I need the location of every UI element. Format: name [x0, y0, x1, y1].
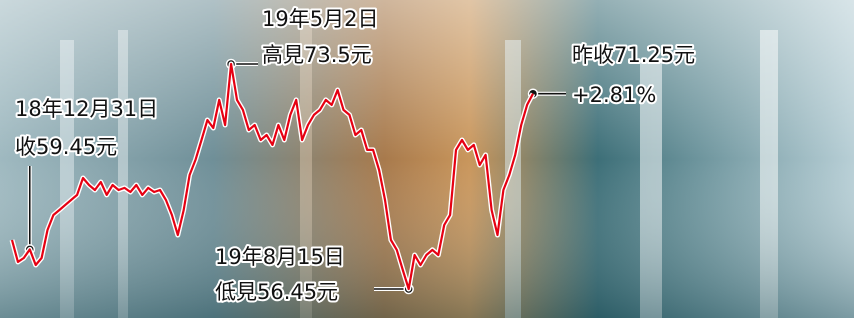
annotation-text: 昨收71.25元 — [572, 43, 695, 67]
annotation-text: 18年12月31日 — [15, 97, 158, 121]
annotation-text: 高見73.5元 — [262, 43, 372, 67]
chart: 18年12月31日收59.45元 19年5月2日高見73.5元 19年8月15日低見… — [0, 0, 854, 318]
annotation-text: 19年5月2日 — [262, 7, 378, 31]
annotation-text: 低見56.45元 — [215, 280, 338, 304]
background — [0, 0, 854, 318]
annotation-text: 收59.45元 — [15, 135, 117, 159]
annotation-text: 19年8月15日 — [215, 245, 345, 269]
annotation-text: +2.81% — [572, 83, 656, 107]
